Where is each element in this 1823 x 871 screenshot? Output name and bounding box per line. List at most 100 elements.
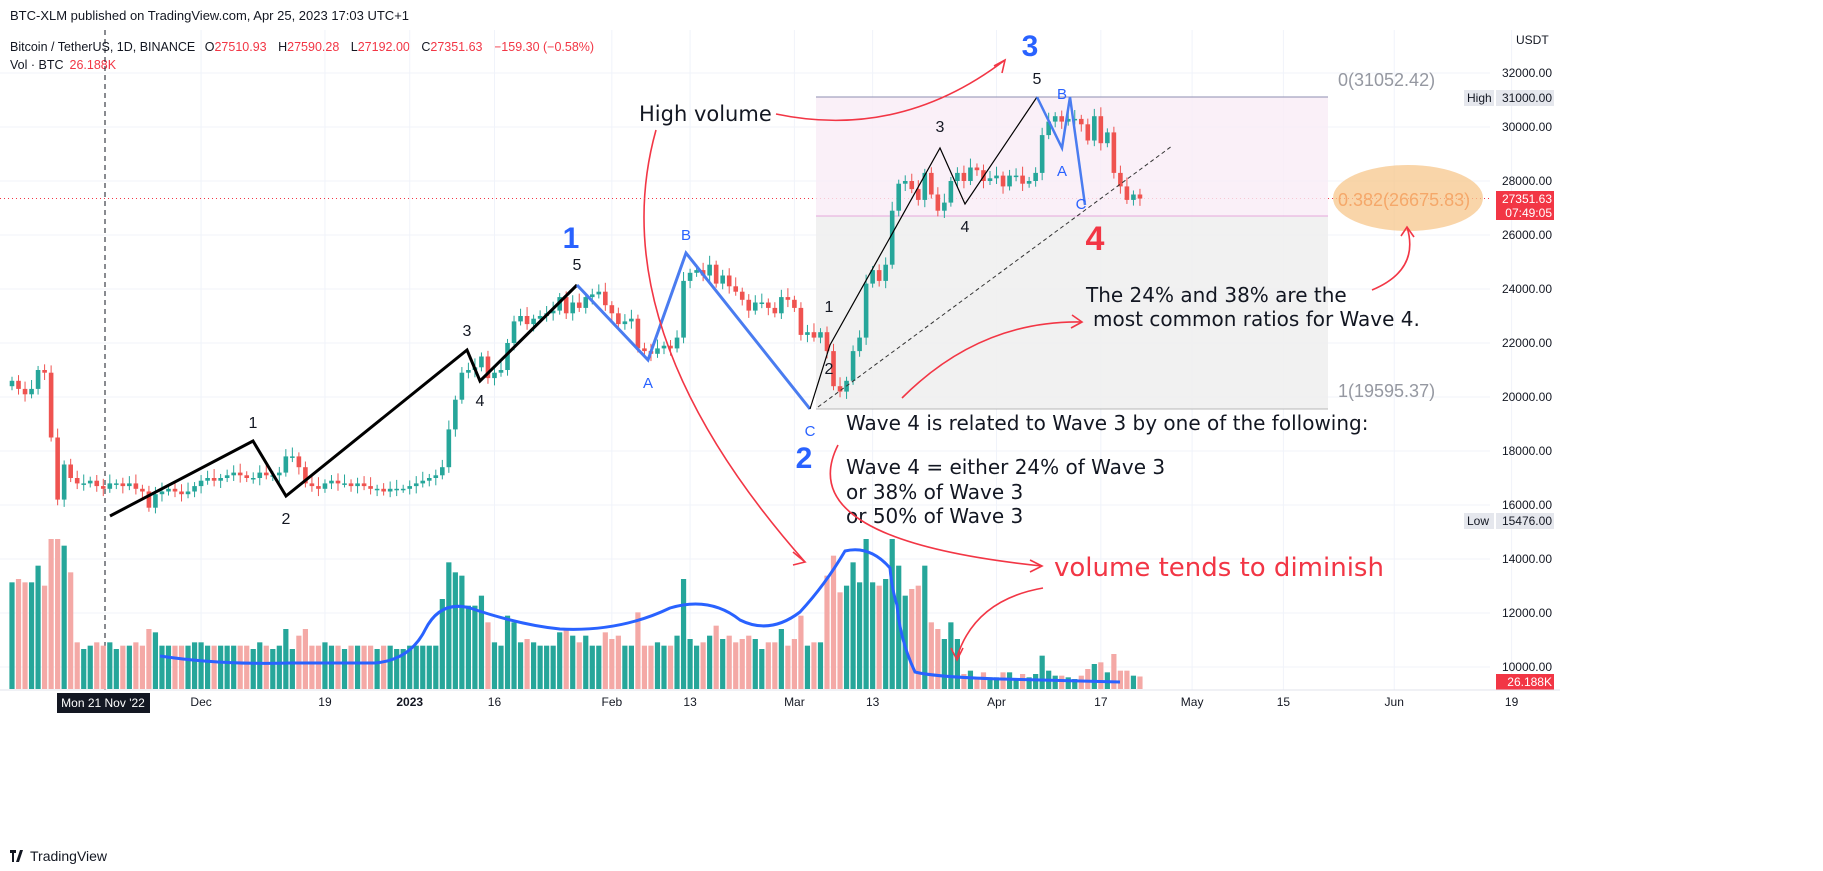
candle-body bbox=[485, 356, 491, 379]
candle-body bbox=[466, 370, 471, 373]
candle-body bbox=[955, 172, 960, 181]
candle-body bbox=[9, 380, 15, 387]
time-tick-label: 2023 bbox=[396, 695, 423, 709]
close-label: C bbox=[421, 40, 431, 54]
volume-bar bbox=[1117, 670, 1123, 689]
candle-body bbox=[1039, 135, 1045, 173]
wave-label-3-sub-3: 3 bbox=[936, 119, 945, 136]
volume-bar bbox=[550, 645, 556, 689]
volume-bar bbox=[22, 582, 28, 689]
candle-body bbox=[42, 370, 47, 373]
candle-body bbox=[316, 486, 321, 489]
arrow-high-volume-to-wave3 bbox=[775, 59, 1006, 122]
candle-body bbox=[407, 486, 413, 489]
candle-body bbox=[707, 264, 712, 276]
arrow-diminish-to-bars bbox=[956, 587, 1044, 658]
arrow-to-ratios bbox=[901, 321, 1083, 399]
candle-body bbox=[609, 305, 615, 314]
wave-label-3-sub-5: 5 bbox=[1033, 71, 1042, 88]
candle-body bbox=[348, 483, 354, 487]
high-tag-label: High bbox=[1467, 91, 1492, 105]
low-tag-value: 15476.00 bbox=[1502, 514, 1552, 528]
wave-label-b: B bbox=[681, 227, 691, 244]
candle-body bbox=[48, 372, 54, 438]
volume-bar bbox=[283, 629, 289, 689]
wave-label-4: 4 bbox=[476, 393, 485, 410]
candle-body bbox=[896, 183, 902, 211]
wave-label-3-sub-1: 1 bbox=[825, 299, 834, 316]
volume-bar bbox=[537, 645, 543, 689]
candle-body bbox=[785, 297, 791, 300]
volume-bar bbox=[628, 645, 634, 689]
candle-body bbox=[374, 488, 380, 491]
relation-text-3: or 38% of Wave 3 bbox=[846, 480, 1023, 504]
candle-body bbox=[35, 370, 41, 389]
volume-legend[interactable]: Vol · BTC 26.188K bbox=[10, 58, 116, 72]
candle-body bbox=[1007, 175, 1012, 187]
volume-bar bbox=[459, 575, 465, 689]
price-tick-label: 10000.00 bbox=[1502, 660, 1552, 674]
high-value: 27590.28 bbox=[287, 40, 340, 54]
volume-bar bbox=[544, 645, 550, 689]
volume-label: Vol · BTC bbox=[10, 58, 64, 72]
volume-bar bbox=[752, 639, 758, 689]
candle-body bbox=[1118, 172, 1123, 187]
volume-bar bbox=[707, 635, 713, 689]
footer-brand: TradingView bbox=[30, 848, 108, 864]
candle-body bbox=[752, 302, 758, 311]
arrow-head-ratios bbox=[1070, 314, 1084, 329]
volume-bar bbox=[120, 645, 126, 689]
candle-body bbox=[296, 456, 302, 468]
candle-body bbox=[329, 480, 334, 484]
time-tick-label: 13 bbox=[683, 695, 697, 709]
volume-bar bbox=[1130, 675, 1137, 689]
candle-body bbox=[766, 302, 771, 308]
volume-bar bbox=[413, 645, 419, 689]
candle-body bbox=[1046, 121, 1051, 136]
candle-body bbox=[537, 316, 543, 319]
candle-body bbox=[127, 483, 132, 487]
candle-body bbox=[1052, 116, 1058, 122]
candle-body bbox=[974, 167, 980, 171]
volume-bar bbox=[641, 645, 648, 689]
candle-body bbox=[1124, 186, 1130, 200]
volume-bar bbox=[400, 649, 406, 689]
candle-body bbox=[185, 491, 191, 495]
price-tick-label: 28000.00 bbox=[1502, 174, 1552, 188]
candle-body bbox=[681, 280, 686, 338]
volume-bar bbox=[439, 599, 445, 689]
candle-body bbox=[387, 488, 393, 492]
relation-text-2: Wave 4 = either 24% of Wave 3 bbox=[846, 455, 1165, 479]
candle-body bbox=[726, 275, 732, 287]
candle-body bbox=[589, 294, 595, 298]
candle-body bbox=[902, 181, 908, 184]
volume-bar bbox=[28, 582, 35, 689]
volume-bar bbox=[1026, 677, 1032, 689]
volume-bar bbox=[817, 642, 824, 689]
footer[interactable]: TradingView bbox=[10, 848, 107, 864]
volume-bar bbox=[237, 645, 243, 689]
volume-bar bbox=[159, 645, 165, 689]
volume-bar bbox=[302, 629, 308, 689]
candle-body bbox=[1013, 175, 1019, 178]
candle-body bbox=[198, 480, 204, 487]
candle-body bbox=[1078, 118, 1084, 125]
volume-bar bbox=[961, 674, 967, 689]
change-value: −159.30 (−0.58%) bbox=[494, 40, 595, 54]
volume-bar bbox=[133, 642, 139, 689]
candle-body bbox=[179, 491, 184, 495]
price-tick-label: 20000.00 bbox=[1502, 390, 1552, 404]
arrow-to-volume-diminish bbox=[829, 444, 1043, 567]
candle-body bbox=[100, 486, 106, 489]
low-value: 27192.00 bbox=[357, 40, 410, 54]
candle-body bbox=[74, 478, 80, 484]
symbol-legend[interactable]: Bitcoin / TetherUS, 1D, BINANCE O27510.9… bbox=[10, 40, 602, 54]
volume-bar bbox=[557, 632, 563, 689]
last-price-tag-value: 27351.63 bbox=[1502, 192, 1552, 206]
candle-body bbox=[576, 302, 582, 308]
candle-body bbox=[655, 348, 660, 354]
wave-label-2: 2 bbox=[282, 511, 291, 528]
volume-bar bbox=[583, 635, 589, 689]
low-tag-label: Low bbox=[1467, 514, 1489, 528]
